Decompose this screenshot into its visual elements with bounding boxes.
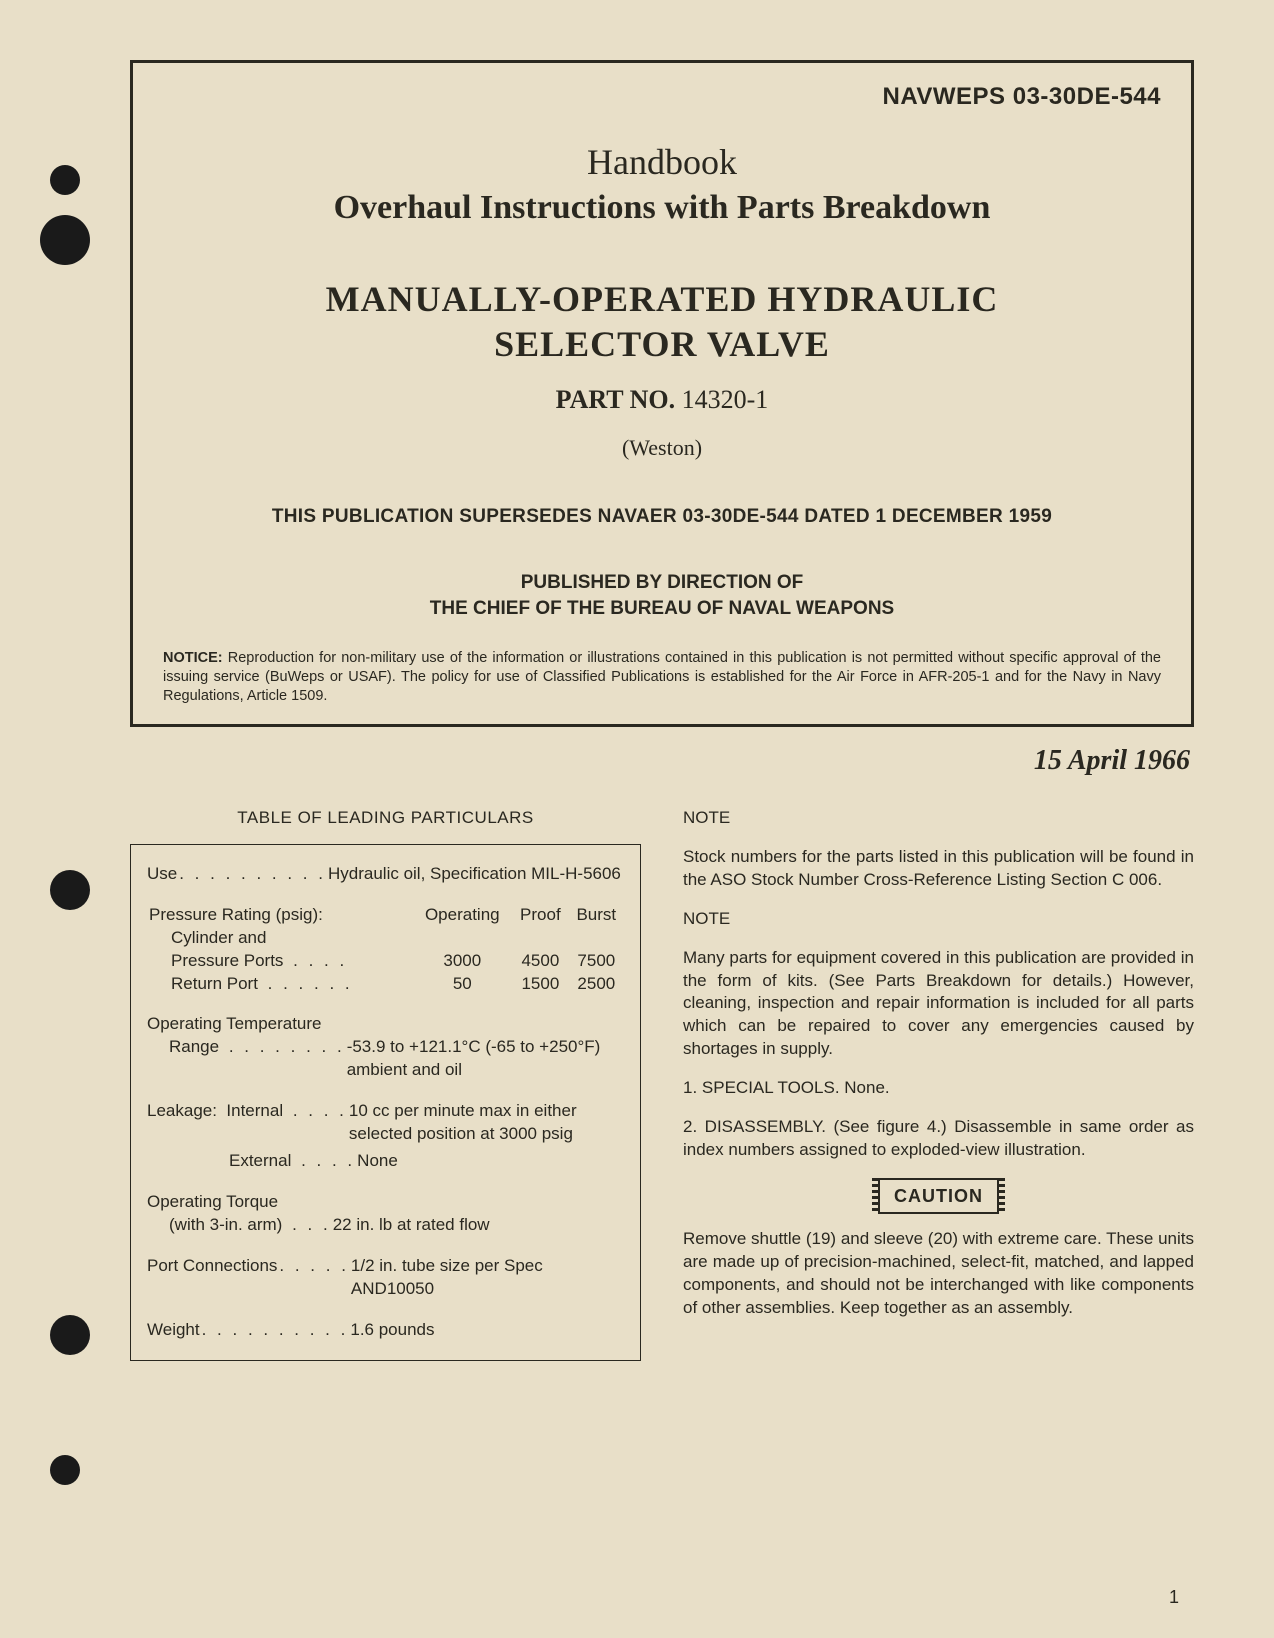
published-by-line2: THE CHIEF OF THE BUREAU OF NAVAL WEAPONS	[430, 598, 894, 619]
leakage-external-label: External	[229, 1151, 291, 1170]
weight-label: Weight	[147, 1319, 200, 1342]
dots: . . .	[282, 1215, 332, 1234]
cyl-burst: 7500	[569, 950, 624, 973]
note-heading: NOTE	[683, 908, 1194, 931]
caution-wrap: CAUTION	[683, 1178, 1194, 1214]
note-heading: NOTE	[683, 807, 1194, 830]
caution-box: CAUTION	[878, 1178, 999, 1214]
pressure-rating-block: Pressure Rating (psig): Operating Proof …	[147, 904, 624, 996]
ret-burst: 2500	[569, 973, 624, 996]
cylinder-label-b: Pressure Ports . . . .	[147, 950, 412, 973]
torque-label-a: Operating Torque	[147, 1191, 624, 1214]
leakage-internal-label: Internal	[226, 1101, 283, 1120]
body-columns: TABLE OF LEADING PARTICULARS Use . . . .…	[130, 807, 1194, 1361]
return-port-label: Return Port . . . . . .	[147, 973, 412, 996]
particulars-box: Use . . . . . . . . . . Hydraulic oil, S…	[130, 844, 641, 1361]
main-title: MANUALLY-OPERATED HYDRAULIC SELECTOR VAL…	[163, 277, 1161, 367]
punch-hole	[40, 215, 90, 265]
dots: . . . . . .	[258, 974, 355, 993]
punch-hole	[50, 1315, 90, 1355]
document-page: NAVWEPS 03-30DE-544 Handbook Overhaul In…	[0, 0, 1274, 1638]
punch-hole	[50, 870, 90, 910]
dots: . . . . . . . . . .	[177, 863, 328, 886]
dots: . . . .	[283, 951, 349, 970]
use-value: Hydraulic oil, Specification MIL-H-5606	[328, 863, 624, 886]
pressure-heading: Pressure Rating (psig):	[147, 904, 412, 927]
temperature-block: Operating Temperature Range . . . . . . …	[147, 1013, 624, 1082]
cyl-proof: 4500	[512, 950, 569, 973]
dots: . . . .	[291, 1151, 357, 1170]
weight-value: 1.6 pounds	[350, 1319, 624, 1342]
note-1-text: Stock numbers for the parts listed in th…	[683, 846, 1194, 892]
page-number: 1	[1169, 1587, 1179, 1608]
table-row: Pressure Rating (psig): Operating Proof …	[147, 904, 624, 927]
table-row: Return Port . . . . . . 50 1500 2500	[147, 973, 624, 996]
section-disassembly: 2. DISASSEMBLY. (See figure 4.) Disassem…	[683, 1116, 1194, 1162]
dots: . . . . . . . .	[219, 1037, 347, 1056]
table-row: Pressure Ports . . . . 3000 4500 7500	[147, 950, 624, 973]
temp-label-a: Operating Temperature	[147, 1013, 624, 1036]
published-by: PUBLISHED BY DIRECTION OF THE CHIEF OF T…	[163, 570, 1161, 621]
notice-text: Reproduction for non-military use of the…	[163, 650, 1161, 704]
reproduction-notice: NOTICE: Reproduction for non-military us…	[163, 649, 1161, 706]
main-title-line1: MANUALLY-OPERATED HYDRAULIC	[326, 279, 999, 319]
cylinder-label-a: Cylinder and	[147, 927, 412, 950]
document-code: NAVWEPS 03-30DE-544	[163, 83, 1161, 111]
cyl-operating: 3000	[412, 950, 512, 973]
main-title-line2: SELECTOR VALVE	[494, 324, 830, 364]
col-proof: Proof	[512, 904, 569, 927]
col-operating: Operating	[412, 904, 512, 927]
supersedes-note: THIS PUBLICATION SUPERSEDES NAVAER 03-30…	[163, 506, 1161, 528]
dots: . . . . . . . . . .	[200, 1319, 351, 1342]
leakage-label: Leakage:	[147, 1101, 217, 1120]
table-row: Cylinder and	[147, 927, 624, 950]
handbook-label: Handbook	[163, 141, 1161, 183]
left-column: TABLE OF LEADING PARTICULARS Use . . . .…	[130, 807, 641, 1361]
note-2-text: Many parts for equipment covered in this…	[683, 947, 1194, 1062]
punch-hole	[50, 1455, 80, 1485]
publication-date: 15 April 1966	[130, 745, 1194, 777]
caution-text: Remove shuttle (19) and sleeve (20) with…	[683, 1228, 1194, 1320]
manufacturer: (Weston)	[163, 435, 1161, 461]
col-burst: Burst	[569, 904, 624, 927]
weight-row: Weight . . . . . . . . . . 1.6 pounds	[147, 1319, 624, 1342]
torque-label-b: (with 3-in. arm)	[169, 1215, 282, 1234]
ports-label: Port Connections	[147, 1255, 277, 1301]
title-box: NAVWEPS 03-30DE-544 Handbook Overhaul In…	[130, 60, 1194, 727]
ret-operating: 50	[412, 973, 512, 996]
section-special-tools: 1. SPECIAL TOOLS. None.	[683, 1077, 1194, 1100]
leakage-internal-value: 10 cc per minute max in either selected …	[349, 1100, 624, 1146]
ports-row: Port Connections . . . . . 1/2 in. tube …	[147, 1255, 624, 1301]
part-no-label: PART NO.	[556, 385, 675, 414]
ports-value: 1/2 in. tube size per Spec AND10050	[351, 1255, 624, 1301]
published-by-line1: PUBLISHED BY DIRECTION OF	[521, 572, 804, 593]
use-label: Use	[147, 863, 177, 886]
temp-value: -53.9 to +121.1°C (-65 to +250°F) ambien…	[347, 1036, 624, 1082]
part-no-value: 14320-1	[682, 385, 769, 414]
torque-value: 22 in. lb at rated flow	[333, 1214, 624, 1237]
particulars-use-row: Use . . . . . . . . . . Hydraulic oil, S…	[147, 863, 624, 886]
punch-hole	[50, 165, 80, 195]
notice-label: NOTICE:	[163, 650, 223, 666]
leakage-external-value: None	[357, 1150, 624, 1173]
temp-label-b: Range	[169, 1037, 219, 1056]
right-column: NOTE Stock numbers for the parts listed …	[683, 807, 1194, 1361]
particulars-title: TABLE OF LEADING PARTICULARS	[130, 807, 641, 830]
dots: . . . .	[283, 1101, 349, 1120]
torque-block: Operating Torque (with 3-in. arm) . . . …	[147, 1191, 624, 1237]
pressure-table: Pressure Rating (psig): Operating Proof …	[147, 904, 624, 996]
dots: . . . . .	[277, 1255, 351, 1301]
part-number: PART NO. 14320-1	[163, 385, 1161, 415]
ret-proof: 1500	[512, 973, 569, 996]
document-subtitle: Overhaul Instructions with Parts Breakdo…	[163, 189, 1161, 227]
leakage-block: Leakage: Internal . . . . 10 cc per minu…	[147, 1100, 624, 1173]
